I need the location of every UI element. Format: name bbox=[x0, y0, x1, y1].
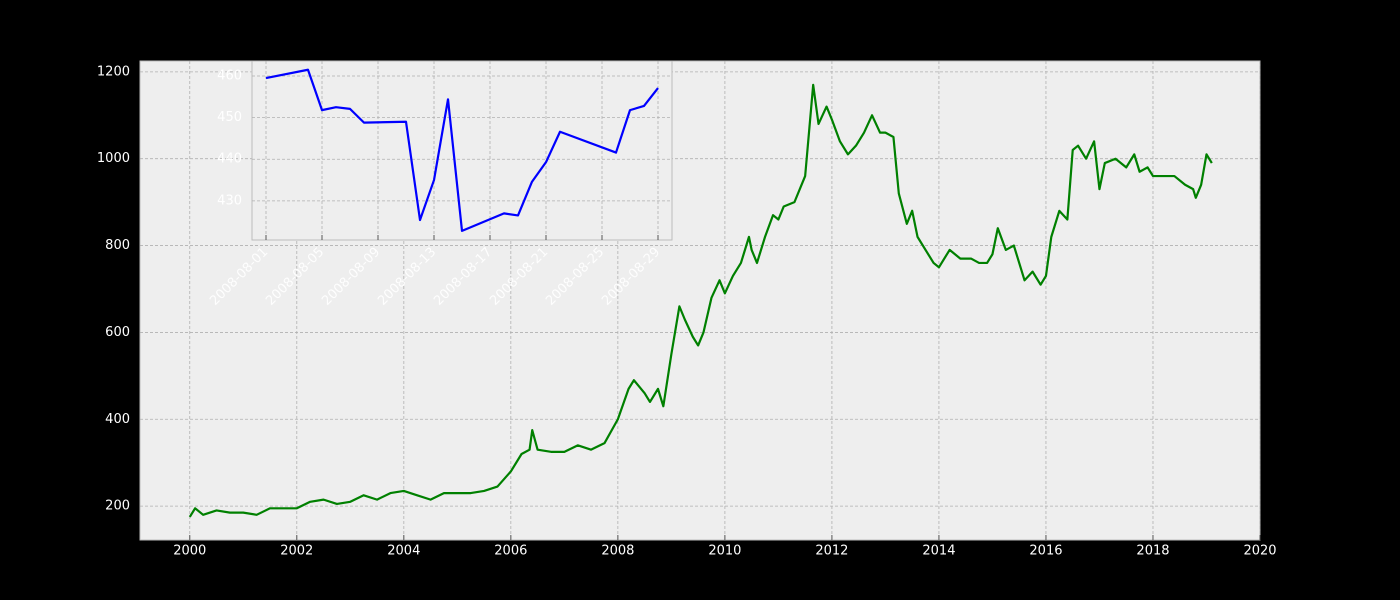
x-tick-label: 2012 bbox=[815, 544, 848, 559]
y-tick-label: 400 bbox=[105, 412, 130, 427]
y-tick-label: 800 bbox=[105, 238, 130, 253]
y-tick-label: 440 bbox=[217, 152, 242, 167]
x-tick-label: 2004 bbox=[387, 544, 420, 559]
x-tick-label: 2016 bbox=[1029, 544, 1062, 559]
plot-area bbox=[251, 60, 673, 241]
y-tick-label: 450 bbox=[217, 110, 242, 125]
x-tick-label: 2000 bbox=[173, 544, 206, 559]
x-tick-label: 2002 bbox=[280, 544, 313, 559]
x-tick-label: 2010 bbox=[708, 544, 741, 559]
data-line bbox=[265, 68, 659, 232]
x-tick-label: 2008 bbox=[601, 544, 634, 559]
data-line bbox=[188, 83, 1213, 518]
y-tick-label: 1200 bbox=[97, 64, 130, 79]
y-tick-label: 460 bbox=[217, 68, 242, 83]
x-tick-label: 2006 bbox=[494, 544, 527, 559]
y-tick-label: 200 bbox=[105, 499, 130, 514]
x-tick-label: 2014 bbox=[922, 544, 955, 559]
y-tick-label: 1000 bbox=[97, 151, 130, 166]
x-tick-label: 2018 bbox=[1136, 544, 1169, 559]
y-tick-label: 600 bbox=[105, 325, 130, 340]
x-tick-label: 2020 bbox=[1243, 544, 1276, 559]
y-tick-label: 430 bbox=[217, 193, 242, 208]
